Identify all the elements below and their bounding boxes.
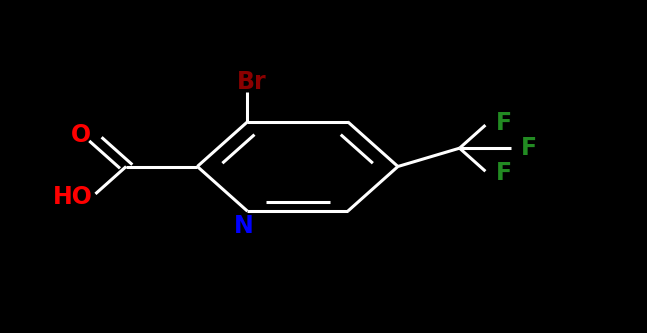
Text: F: F [521,136,538,160]
Text: Br: Br [237,70,266,94]
Text: F: F [496,112,512,136]
Text: N: N [234,214,254,238]
Text: HO: HO [53,184,93,208]
Text: O: O [71,123,91,147]
Text: F: F [496,161,512,185]
